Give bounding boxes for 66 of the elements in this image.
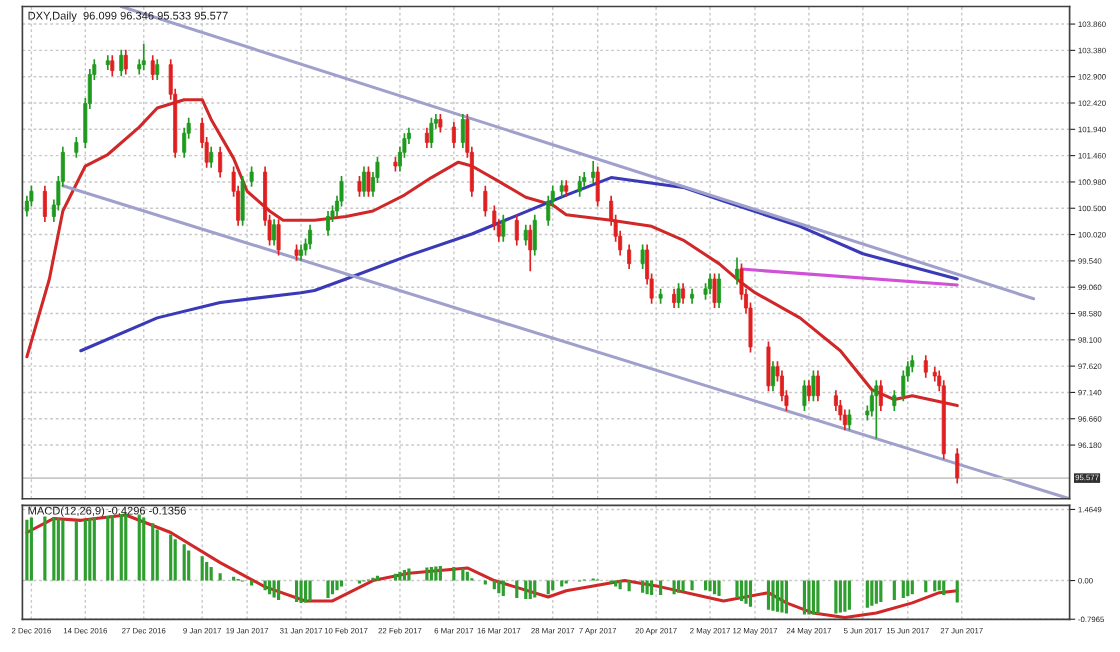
candlestick xyxy=(676,282,681,309)
candlestick xyxy=(460,113,465,149)
candlestick xyxy=(842,408,847,432)
candlestick xyxy=(276,218,281,257)
line-series xyxy=(25,98,959,408)
candlestick xyxy=(110,54,115,77)
candlestick xyxy=(451,120,456,149)
candlestick xyxy=(523,223,528,247)
candlestick xyxy=(218,146,223,179)
candlestick xyxy=(424,126,429,149)
candlestick xyxy=(847,408,852,432)
candlestick xyxy=(532,213,537,257)
candlestick xyxy=(150,54,155,81)
candlestick xyxy=(806,379,811,403)
candlestick xyxy=(141,42,146,71)
candlestick xyxy=(681,282,686,305)
candlestick xyxy=(528,223,533,273)
candlestick xyxy=(326,210,331,237)
candlestick xyxy=(272,218,277,247)
candlestick xyxy=(29,184,34,208)
candlestick xyxy=(155,58,160,81)
candlestick xyxy=(249,165,254,188)
candlestick xyxy=(708,272,713,296)
candlestick xyxy=(182,126,187,159)
candlestick xyxy=(209,146,214,169)
candlestick xyxy=(735,256,740,286)
candlestick xyxy=(429,116,434,149)
candlestick xyxy=(717,272,722,309)
candlestick xyxy=(770,360,775,393)
candlestick xyxy=(240,175,245,227)
candlestick xyxy=(712,272,717,309)
line-series xyxy=(25,513,959,619)
candlestick xyxy=(878,379,883,412)
candlestick xyxy=(366,165,371,198)
candlestick xyxy=(901,369,906,403)
candlestick xyxy=(672,287,677,309)
candlestick xyxy=(874,379,879,440)
candlestick xyxy=(811,369,816,403)
candlestick xyxy=(514,213,519,247)
candlestick xyxy=(24,194,29,218)
candlestick xyxy=(123,48,128,76)
candlestick xyxy=(833,389,838,412)
candlestick xyxy=(627,243,632,270)
line-series xyxy=(79,176,959,353)
candlestick xyxy=(955,447,960,485)
candlestick xyxy=(802,379,807,412)
candlestick xyxy=(640,243,645,270)
candlestick xyxy=(779,369,784,403)
candlestick xyxy=(357,175,362,198)
candlestick xyxy=(546,194,551,227)
candlestick xyxy=(438,113,443,134)
candlestick xyxy=(483,184,488,218)
candlestick xyxy=(361,165,366,198)
candlestick xyxy=(892,389,897,412)
candlestick xyxy=(119,48,124,77)
candlestick xyxy=(74,136,79,159)
candlestick xyxy=(766,340,771,393)
candlestick xyxy=(595,165,600,208)
candlestick xyxy=(815,369,820,403)
candlestick xyxy=(591,160,596,184)
candlestick xyxy=(577,175,582,198)
candlestick xyxy=(42,184,47,223)
candlestick xyxy=(339,175,344,208)
candlestick xyxy=(923,354,928,379)
candlestick xyxy=(308,223,313,251)
candlestick xyxy=(501,213,506,243)
